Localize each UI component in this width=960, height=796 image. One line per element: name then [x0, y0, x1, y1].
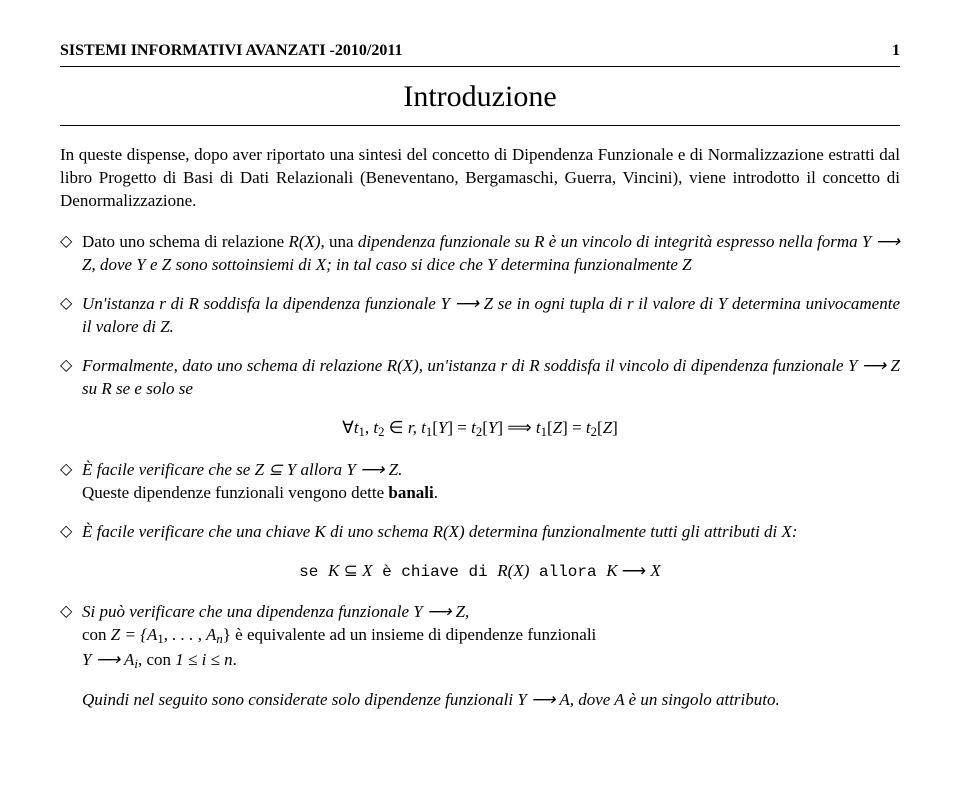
list-item: ◇ Si può verificare che una dipendenza f… — [60, 601, 900, 673]
line2: con Z = {A1, . . . , An} è equivalente a… — [82, 624, 900, 648]
bullet-diamond-icon: ◇ — [60, 231, 82, 253]
set: Z = {A — [111, 625, 158, 644]
list-item: ◇ È facile verificare che una chiave K d… — [60, 521, 900, 544]
em-term: dipendenza funzionale — [358, 232, 511, 251]
math-rx: R(X) — [288, 232, 320, 251]
page-title: Introduzione — [60, 77, 900, 118]
X2: X — [650, 561, 660, 580]
list-item: ◇ Dato uno schema di relazione R(X), una… — [60, 231, 900, 277]
line: È facile verificare che se Z ⊆ Y allora … — [82, 459, 900, 482]
intro-paragraph: In queste dispense, dopo aver riportato … — [60, 144, 900, 213]
final-paragraph: Quindi nel seguito sono considerate solo… — [82, 689, 900, 712]
bullet-diamond-icon: ◇ — [60, 293, 82, 315]
page-number: 1 — [892, 40, 900, 62]
post: } è equivalente ad un insieme di dipende… — [223, 625, 597, 644]
Y: Y — [438, 418, 447, 437]
list-item: ◇ Formalmente, dato uno schema di relazi… — [60, 355, 900, 401]
bullet-diamond-icon: ◇ — [60, 521, 82, 543]
mid: , con — [138, 650, 175, 669]
text: , una — [321, 232, 358, 251]
K: K — [328, 561, 339, 580]
item-body: È facile verificare che una chiave K di … — [82, 521, 900, 544]
item-body: Si può verificare che una dipendenza fun… — [82, 601, 900, 673]
bold-banali: banali — [388, 483, 433, 502]
imp: ⟹ — [503, 418, 536, 437]
K2: K — [606, 561, 617, 580]
tt-se: se — [299, 563, 328, 581]
formula-tuples: ∀t1, t2 ∈ r, t1[Y] = t2[Y] ⟹ t1[Z] = t2[… — [60, 417, 900, 441]
Z: Z — [553, 418, 562, 437]
item-body: Formalmente, dato uno schema di relazion… — [82, 355, 900, 401]
tt-allora: allora — [529, 563, 606, 581]
text: con — [82, 625, 111, 644]
item-body: È facile verificare che se Z ⊆ Y allora … — [82, 459, 900, 505]
eq: = — [568, 418, 586, 437]
tt-mid: è chiave di — [372, 563, 497, 581]
range: 1 ≤ i ≤ n — [175, 650, 232, 669]
br: ] — [612, 418, 618, 437]
bullet-diamond-icon: ◇ — [60, 601, 82, 623]
text: Dato uno schema di relazione — [82, 232, 288, 251]
mid: , . . . , A — [164, 625, 217, 644]
Y: Y — [488, 418, 497, 437]
text: . — [434, 483, 438, 502]
var-r: r, — [408, 418, 421, 437]
list-item: ◇ Un'istanza r di R soddisfa la dipenden… — [60, 293, 900, 339]
RX: R(X) — [497, 561, 529, 580]
item-body: Un'istanza r di R soddisfa la dipendenza… — [82, 293, 900, 339]
bullet-diamond-icon: ◇ — [60, 355, 82, 377]
sym-in: ∈ — [385, 418, 408, 437]
subline: Queste dipendenze funzionali vengono det… — [82, 482, 900, 505]
item-body: Dato uno schema di relazione R(X), una d… — [82, 231, 900, 277]
X: X — [362, 561, 372, 580]
pre: Y ⟶ A — [82, 650, 134, 669]
arrow: ⟶ — [618, 561, 651, 580]
subset: ⊆ — [339, 561, 362, 580]
list-item: ◇ È facile verificare che se Z ⊆ Y allor… — [60, 459, 900, 505]
Z: Z — [603, 418, 612, 437]
rule-bottom — [60, 125, 900, 126]
formula-key: se K ⊆ X è chiave di R(X) allora K ⟶ X — [60, 560, 900, 584]
eq: = — [453, 418, 471, 437]
post: . — [233, 650, 237, 669]
header-left: SISTEMI INFORMATIVI AVANZATI -2010/2011 — [60, 40, 402, 62]
line3: Y ⟶ Ai, con 1 ≤ i ≤ n. — [82, 649, 900, 673]
sym-forall: ∀ — [342, 418, 354, 437]
rule-top — [60, 66, 900, 67]
bullet-diamond-icon: ◇ — [60, 459, 82, 481]
text: Queste dipendenze funzionali vengono det… — [82, 483, 388, 502]
line1: Si può verificare che una dipendenza fun… — [82, 601, 900, 624]
running-header: SISTEMI INFORMATIVI AVANZATI -2010/2011 … — [60, 40, 900, 62]
